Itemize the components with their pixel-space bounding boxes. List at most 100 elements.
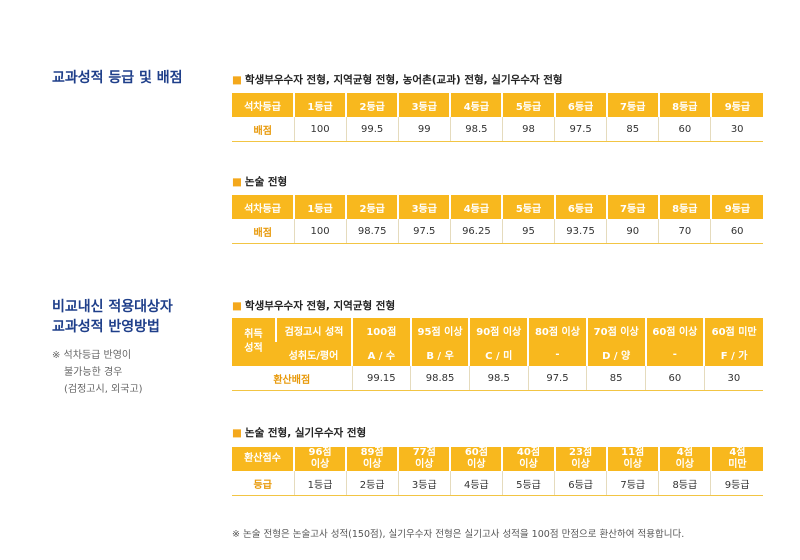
table3-subtitle: ■ 학생부우수자 전형, 지역균형 전형 bbox=[232, 298, 395, 313]
header-cell: 40점 이상 bbox=[501, 447, 555, 471]
header-cell: 석차등급 bbox=[232, 195, 294, 219]
header-cell: 1등급 bbox=[292, 93, 347, 117]
table-header-row: 취득 성적 검정고시 성적 100점 95점 이상 90점 이상 80점 이상 … bbox=[232, 318, 763, 366]
table-cell: 97.5 bbox=[554, 117, 607, 142]
note-line: (검정고시, 외국고) bbox=[64, 384, 143, 395]
table-header-row: 석차등급 1등급 2등급 3등급 4등급 5등급 6등급 7등급 8등급 9등급 bbox=[232, 195, 763, 219]
header-cell: 90점 이상 bbox=[468, 318, 529, 342]
header-cell: 60점 이상 bbox=[449, 447, 503, 471]
table-cell: 70 bbox=[658, 219, 711, 244]
section-title-line: 비교내신 적용대상자 bbox=[52, 299, 173, 315]
header-cell: 9등급 bbox=[709, 93, 763, 117]
header-cell: 7등급 bbox=[605, 195, 659, 219]
header-cell: 70점 이상 bbox=[585, 318, 646, 342]
row-label: 배점 bbox=[232, 219, 294, 244]
table-cell: 60 bbox=[710, 219, 763, 244]
table2-grade-points: 석차등급 1등급 2등급 3등급 4등급 5등급 6등급 7등급 8등급 9등급… bbox=[232, 195, 763, 244]
header-cell: 2등급 bbox=[345, 93, 399, 117]
table-cell: 98 bbox=[501, 117, 555, 142]
table-cell: 99.15 bbox=[351, 366, 411, 391]
table-cell: 2등급 bbox=[345, 471, 399, 496]
table2-subtitle: ■ 논술 전형 bbox=[232, 174, 287, 189]
table-cell: 98.75 bbox=[345, 219, 399, 244]
header-cell: - bbox=[644, 342, 705, 366]
table-cell: 100 bbox=[293, 219, 347, 244]
header-cell: 1등급 bbox=[292, 195, 347, 219]
table-cell: 1등급 bbox=[293, 471, 347, 496]
header-cell: 4점 이상 bbox=[657, 447, 711, 471]
header-cell: 8등급 bbox=[657, 93, 711, 117]
table-cell: 96.25 bbox=[449, 219, 503, 244]
section-title-line: 교과성적 반영방법 bbox=[52, 319, 160, 335]
table-header-row: 환산점수 96점 이상 89점 이상 77점 이상 60점 이상 40점 이상 23점 이상… bbox=[232, 447, 763, 471]
corner-header: 취득 성적 bbox=[232, 318, 276, 366]
header-cell: 77점 이상 bbox=[397, 447, 451, 471]
header-cell: 6등급 bbox=[553, 93, 607, 117]
footnote: ※ 논술 전형은 논술고사 성적(150점), 실기우수자 전형은 실기고사 성… bbox=[232, 529, 685, 540]
table-row: 등급 1등급 2등급 3등급 4등급 5등급 6등급 7등급 8등급 9등급 bbox=[232, 471, 763, 496]
corner-header: 환산점수 bbox=[232, 447, 294, 471]
table-cell: 5등급 bbox=[501, 471, 555, 496]
header-cell: 4등급 bbox=[449, 195, 503, 219]
table-cell: 98.85 bbox=[410, 366, 470, 391]
row-label: 배점 bbox=[232, 117, 294, 142]
table3-converted-scores: 취득 성적 검정고시 성적 100점 95점 이상 90점 이상 80점 이상 … bbox=[232, 318, 763, 391]
section-title-grades: 교과성적 등급 및 배점 bbox=[52, 70, 183, 86]
header-cell: F / 가 bbox=[703, 342, 763, 366]
table4-subtitle: ■ 논술 전형, 실기우수자 전형 bbox=[232, 425, 366, 440]
header-cell: 5등급 bbox=[501, 195, 555, 219]
table-cell: 99.5 bbox=[345, 117, 399, 142]
bullet-icon: ■ bbox=[232, 300, 242, 312]
table-cell: 30 bbox=[710, 117, 763, 142]
header-cell: 60점 이상 bbox=[644, 318, 705, 342]
table-cell: 60 bbox=[658, 117, 711, 142]
table4-score-grade: 환산점수 96점 이상 89점 이상 77점 이상 60점 이상 40점 이상 23점 이상… bbox=[232, 447, 763, 496]
table-row: 환산배점 99.15 98.85 98.5 97.5 85 60 30 bbox=[232, 366, 763, 391]
table-cell: 8등급 bbox=[658, 471, 711, 496]
note-line: ※ 석차등급 반영이 bbox=[52, 350, 132, 361]
table-row: 배점 100 99.5 99 98.5 98 97.5 85 60 30 bbox=[232, 117, 763, 142]
bullet-icon: ■ bbox=[232, 427, 242, 439]
row-label: 환산배점 bbox=[232, 366, 352, 391]
header-cell: 11점 이상 bbox=[605, 447, 659, 471]
header-cell: 2등급 bbox=[345, 195, 399, 219]
bullet-icon: ■ bbox=[232, 74, 242, 86]
table1-subtitle-text: 학생부우수자 전형, 지역균형 전형, 농어촌(교과) 전형, 실기우수자 전형 bbox=[244, 74, 563, 86]
table2-subtitle-text: 논술 전형 bbox=[244, 176, 288, 188]
header-cell: D / 양 bbox=[585, 342, 646, 366]
table-cell: 7등급 bbox=[606, 471, 659, 496]
header-cell: 96점 이상 bbox=[292, 447, 347, 471]
header-cell: 5등급 bbox=[501, 93, 555, 117]
note-line: 불가능한 경우 bbox=[64, 367, 123, 378]
table-cell: 98.5 bbox=[468, 366, 529, 391]
table-cell: 93.75 bbox=[554, 219, 607, 244]
table-cell: 6등급 bbox=[554, 471, 607, 496]
table-row: 배점 100 98.75 97.5 96.25 95 93.75 90 70 6… bbox=[232, 219, 763, 244]
table-cell: 97.5 bbox=[397, 219, 451, 244]
table-cell: 90 bbox=[606, 219, 659, 244]
table-cell: 9등급 bbox=[710, 471, 763, 496]
table-header-row: 석차등급 1등급 2등급 3등급 4등급 5등급 6등급 7등급 8등급 9등급 bbox=[232, 93, 763, 117]
header-cell: 검정고시 성적 bbox=[275, 318, 352, 342]
section-title-comparative: 비교내신 적용대상자 교과성적 반영방법 bbox=[52, 297, 173, 337]
table3-subtitle-text: 학생부우수자 전형, 지역균형 전형 bbox=[244, 300, 396, 312]
header-cell: 3등급 bbox=[397, 93, 451, 117]
header-cell: 95점 이상 bbox=[409, 318, 470, 342]
header-cell: 3등급 bbox=[397, 195, 451, 219]
header-cell: 23점 이상 bbox=[553, 447, 607, 471]
table-cell: 85 bbox=[586, 366, 646, 391]
table-cell: 3등급 bbox=[397, 471, 451, 496]
header-cell: 석차등급 bbox=[232, 93, 294, 117]
header-cell: 60점 미만 bbox=[703, 318, 763, 342]
bullet-icon: ■ bbox=[232, 176, 242, 188]
header-cell: 6등급 bbox=[553, 195, 607, 219]
table1-grade-points: 석차등급 1등급 2등급 3등급 4등급 5등급 6등급 7등급 8등급 9등급… bbox=[232, 93, 763, 142]
table-cell: 4등급 bbox=[449, 471, 503, 496]
header-cell: 성취도/평어 bbox=[276, 342, 352, 366]
header-cell: B / 우 bbox=[409, 342, 470, 366]
header-cell: 100점 bbox=[351, 318, 411, 342]
header-cell: C / 미 bbox=[468, 342, 529, 366]
section-note: ※ 석차등급 반영이 불가능한 경우 (검정고시, 외국고) bbox=[52, 347, 143, 398]
table-cell: 98.5 bbox=[449, 117, 503, 142]
table-cell: 100 bbox=[293, 117, 347, 142]
